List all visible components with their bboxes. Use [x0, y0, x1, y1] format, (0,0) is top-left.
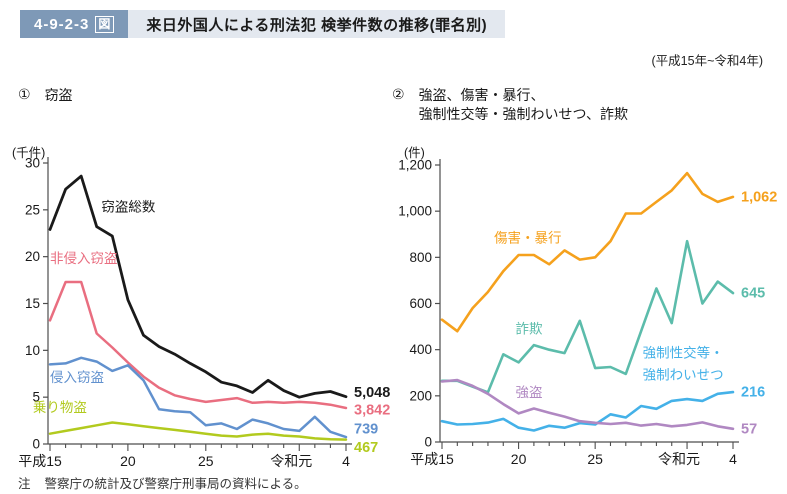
y-tick-label: 0	[424, 435, 432, 450]
series-end-value-0: 1,062	[741, 189, 777, 205]
series-end-value-3: 57	[741, 421, 757, 437]
panel-number-2: ②	[392, 86, 405, 102]
right-panel-title: ② 強盗、傷害・暴行、 強制性交等・強制わいせつ、詐欺	[392, 86, 628, 124]
y-tick-label: 0	[32, 437, 40, 452]
x-tick-label: 20	[511, 451, 527, 467]
theft-chart: 0 5 10 15 20 25 30 平成15 20 25 令和元 4 窃盗総数 5,048 非侵入窃盗 3,…	[18, 156, 390, 470]
y-tick-label: 1,000	[398, 204, 432, 219]
y-tick-label: 1,200	[398, 158, 432, 173]
y-tick-label: 25	[25, 202, 40, 217]
y-tick-label: 5	[32, 390, 40, 405]
series-label-3: 乗り物盗	[33, 400, 87, 415]
x-tick-label: 25	[587, 451, 603, 467]
series-label-0: 窃盗総数	[101, 200, 155, 215]
figure-label-badge: 4-9-2-3 図	[20, 10, 129, 38]
x-tick-label: 平成15	[410, 451, 454, 467]
left-panel-title: ① 窃盗	[18, 86, 73, 105]
figure-suffix-boxed: 図	[95, 15, 115, 33]
source-note: 注警察庁の統計及び警察庁刑事局の資料による。	[18, 473, 307, 492]
x-tick-label: 平成15	[18, 453, 62, 469]
period-label: (平成15年~令和4年)	[651, 54, 763, 68]
series-line-0	[48, 174, 348, 399]
series-label-3: 強盗	[516, 385, 543, 400]
x-tick-label: 4	[342, 453, 350, 469]
x-tick-label: 4	[729, 451, 737, 467]
y-tick-label: 10	[25, 343, 40, 358]
y-tick-label: 400	[409, 342, 432, 357]
series-line-1	[48, 280, 348, 410]
series-line-0	[440, 171, 735, 333]
y-tick-label: 200	[409, 388, 432, 403]
series-line-3	[440, 378, 735, 431]
series-label-1: 詐欺	[516, 322, 543, 337]
series-end-value-1: 3,842	[354, 403, 390, 419]
series-line-2	[48, 356, 348, 439]
x-tick-label: 20	[120, 453, 136, 469]
note-text: 警察庁の統計及び警察庁刑事局の資料による。	[44, 477, 307, 491]
right-panel-title-line2: 強制性交等・強制わいせつ、詐欺	[418, 106, 629, 122]
y-tick-label: 600	[409, 296, 432, 311]
y-tick-label: 800	[409, 250, 432, 265]
series-label-0: 傷害・暴行	[494, 230, 562, 245]
series-label-1: 非侵入窃盗	[50, 250, 118, 266]
y-tick-label: 30	[25, 156, 40, 171]
violent-crime-chart: 0 200 400 600 800 1,000 1,200 平成15 20 25 令和元 4 傷害・暴行…	[398, 158, 777, 468]
note-prefix: 注	[18, 477, 31, 491]
left-panel-title-text: 窃盗	[44, 87, 73, 103]
figure-header: 4-9-2-3 図 来日外国人による刑法犯 検挙件数の推移(罪名別)	[20, 10, 506, 38]
right-panel-title-line1: 強盗、傷害・暴行、	[418, 87, 545, 103]
series-line-2	[440, 390, 735, 432]
x-tick-label: 25	[198, 453, 214, 469]
y-tick-label: 15	[25, 296, 40, 311]
series-end-value-2: 216	[741, 385, 765, 401]
x-tick-label: 令和元	[658, 451, 700, 467]
series-end-value-0: 5,048	[354, 385, 390, 401]
left-unit-label: (千件)	[12, 146, 46, 160]
x-tick-label: 令和元	[270, 453, 312, 469]
series-end-value-1: 645	[741, 286, 765, 302]
figure-number: 4-9-2-3	[34, 15, 90, 33]
series-line-3	[48, 421, 348, 441]
series-label-2: 侵入窃盗	[50, 369, 104, 385]
right-unit-label: (件)	[404, 146, 425, 160]
series-end-value-3: 467	[354, 440, 378, 456]
panel-number-1: ①	[18, 86, 31, 102]
series-end-value-2: 739	[354, 422, 378, 438]
y-tick-label: 20	[25, 249, 40, 264]
figure-title: 来日外国人による刑法犯 検挙件数の推移(罪名別)	[128, 10, 506, 38]
series-label-2: 強制性交等・強制わいせつ	[643, 345, 724, 383]
series-line-1	[440, 239, 735, 394]
